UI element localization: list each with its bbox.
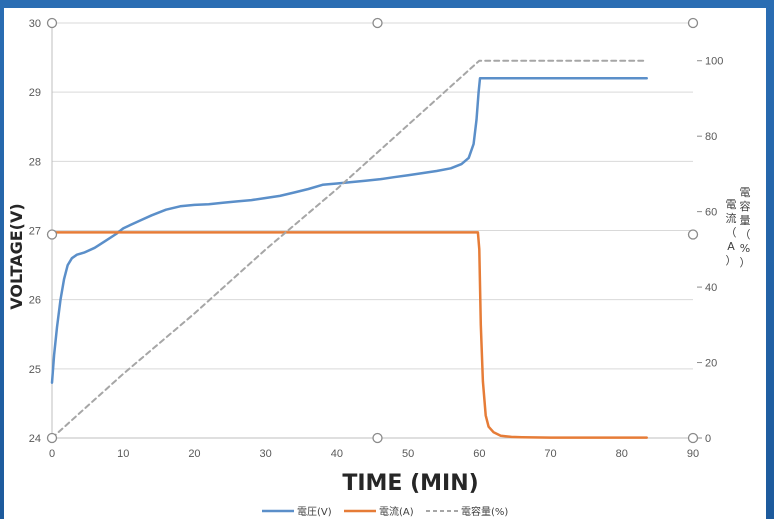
series-line xyxy=(51,59,648,439)
y-tick-label: 29 xyxy=(29,87,41,99)
resize-handle[interactable] xyxy=(372,17,383,29)
y2-title-glyph: 量 xyxy=(740,214,751,227)
y-tick-label: 28 xyxy=(29,156,41,168)
resize-handle[interactable] xyxy=(372,432,383,444)
y-tick-label: 30 xyxy=(29,18,41,30)
y2-title-glyph: ） xyxy=(740,256,751,269)
y2-tick-label: 60 xyxy=(705,207,717,219)
y2-tick-label: 100 xyxy=(705,56,723,68)
x-tick-label: 0 xyxy=(49,448,55,460)
y2-title-glyph: 流 xyxy=(726,211,737,225)
chart-panel: 24 25 26 27 28 29 30 0 10 20 30 40 50 60 70 80 90 0 20 40 60… xyxy=(4,8,766,519)
selection-handles[interactable] xyxy=(46,17,699,444)
x-tick-label: 80 xyxy=(616,448,628,460)
resize-handle[interactable] xyxy=(46,17,58,29)
resize-handle[interactable] xyxy=(687,229,699,240)
axes: 24 25 26 27 28 29 30 0 10 20 30 40 50 60 70 80 90 0 20 40 60… xyxy=(29,18,724,460)
x-tick-label: 40 xyxy=(331,448,343,460)
y-axis-title: VOLTAGE(V) xyxy=(7,203,26,309)
y2-tick-label: 20 xyxy=(705,358,717,370)
y2-tick-label: 40 xyxy=(705,282,717,294)
legend-label: 電流(A) xyxy=(379,505,414,518)
y2-title-glyph: A xyxy=(727,240,735,253)
y2-title-glyph: （ xyxy=(740,228,751,241)
x-axis-title: TIME (MIN) xyxy=(342,471,478,496)
y-tick-label: 26 xyxy=(29,295,41,307)
y2-tick-label: 0 xyxy=(705,433,711,445)
x-tick-label: 90 xyxy=(687,448,699,460)
resize-handle[interactable] xyxy=(46,432,58,444)
voltage-current-capacity-chart: 24 25 26 27 28 29 30 0 10 20 30 40 50 60 70 80 90 0 20 40 60… xyxy=(7,17,751,518)
secondary-y-axis-title: 電容量（%）電流（A） xyxy=(726,186,751,269)
y-tick-label: 24 xyxy=(29,433,41,445)
legend: 電圧(V) 電流(A) 電容量(%) xyxy=(262,505,508,518)
y-tick-label: 25 xyxy=(29,364,41,376)
x-tick-label: 60 xyxy=(473,448,485,460)
x-tick-label: 50 xyxy=(402,448,414,460)
x-tick-label: 20 xyxy=(188,448,200,460)
gridlines xyxy=(52,22,693,439)
y-tick-label: 27 xyxy=(29,226,41,238)
series-layer xyxy=(50,59,648,439)
series-line xyxy=(50,231,648,439)
y2-title-glyph: % xyxy=(740,242,750,255)
y2-title-glyph: 電 xyxy=(726,198,737,211)
x-tick-label: 10 xyxy=(117,448,129,460)
y2-title-glyph: （ xyxy=(726,226,737,239)
series-line xyxy=(50,77,648,384)
resize-handle[interactable] xyxy=(46,229,58,240)
y2-tick-label: 80 xyxy=(705,131,717,143)
x-tick-label: 70 xyxy=(544,448,556,460)
y2-title-glyph: ） xyxy=(726,254,737,267)
resize-handle[interactable] xyxy=(687,432,699,444)
y2-title-glyph: 電 xyxy=(740,186,751,199)
resize-handle[interactable] xyxy=(687,17,699,29)
legend-label: 電圧(V) xyxy=(297,506,332,518)
x-tick-label: 30 xyxy=(260,448,272,460)
y2-title-glyph: 容 xyxy=(740,199,751,213)
legend-label: 電容量(%) xyxy=(461,505,508,518)
